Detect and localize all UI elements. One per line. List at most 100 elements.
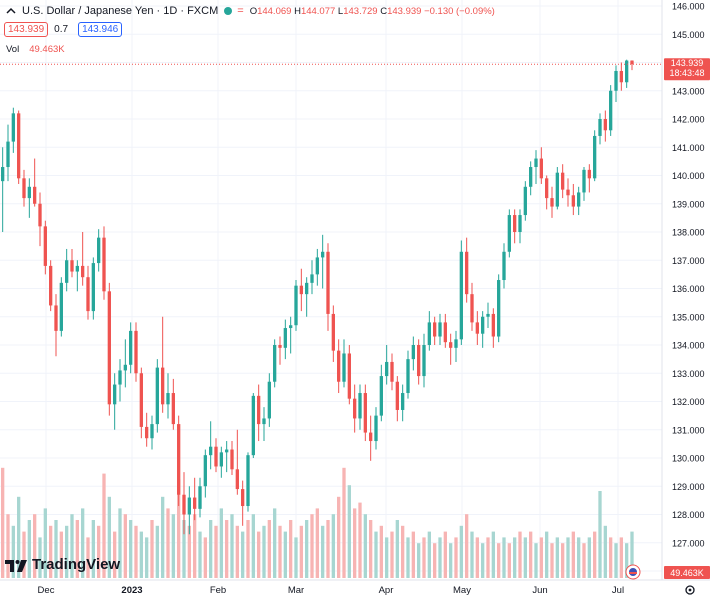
candle <box>545 175 549 210</box>
settings-icon[interactable] <box>685 585 695 595</box>
volume-bar <box>433 543 437 578</box>
candle <box>411 336 415 371</box>
volume-bar <box>150 520 154 578</box>
x-tick-label: Apr <box>379 585 394 596</box>
candle <box>337 339 341 394</box>
volume-bar <box>342 467 346 578</box>
candle <box>454 330 458 362</box>
volume-bar <box>513 537 517 578</box>
x-tick-label: 2023 <box>121 585 142 596</box>
volume-bar <box>603 525 607 578</box>
candle <box>614 65 618 103</box>
candle <box>331 305 335 362</box>
candle <box>529 161 533 196</box>
volume-bar <box>241 531 245 578</box>
x-tick-label: Feb <box>210 585 226 596</box>
spread-value: 0.7 <box>54 24 69 35</box>
volume-bar <box>443 531 447 578</box>
candle <box>401 384 405 422</box>
candle <box>385 345 389 385</box>
candle <box>182 472 186 535</box>
volume-bar <box>145 537 149 578</box>
volume-bar <box>289 520 293 578</box>
compare-icon[interactable]: = <box>237 5 244 17</box>
volume-bar <box>374 531 378 578</box>
candle <box>406 350 410 399</box>
volume-bar <box>539 537 543 578</box>
candle <box>193 477 197 521</box>
candle <box>33 158 37 207</box>
volume-bar <box>561 543 565 578</box>
candle <box>321 234 325 289</box>
symbol-title[interactable]: U.S. Dollar / Japanese Yen · 1D · FXCM <box>22 5 219 17</box>
candle <box>299 268 303 312</box>
volume-bar <box>193 514 197 578</box>
volume-bar <box>139 531 143 578</box>
candle <box>65 248 69 292</box>
candle <box>326 243 330 331</box>
candle <box>353 384 357 433</box>
market-open-icon <box>224 7 233 15</box>
candle <box>289 316 293 354</box>
last-price-label: 143.939 18:43:48 <box>664 58 710 81</box>
candle <box>518 209 522 244</box>
candle <box>246 452 250 512</box>
volume-bar <box>225 520 229 578</box>
volume-bar <box>491 531 495 578</box>
volume-bar <box>75 520 79 578</box>
candle <box>273 339 277 388</box>
candle <box>539 147 543 184</box>
volume-bar <box>379 525 383 578</box>
volume-bar <box>81 508 85 578</box>
volume-bar <box>17 496 21 578</box>
candle <box>134 322 138 382</box>
high-value: 144.077 <box>300 5 336 17</box>
volume-bar <box>166 508 170 578</box>
volume-bar <box>326 520 330 578</box>
candle <box>209 421 213 470</box>
candle <box>198 477 202 518</box>
candle <box>427 311 431 351</box>
candle <box>150 415 154 450</box>
volume-bar <box>118 508 122 578</box>
y-tick-label: 138.000 <box>672 228 705 238</box>
y-tick-label: 134.000 <box>672 341 705 351</box>
collapse-arrow-icon[interactable] <box>4 4 18 18</box>
volume-bar <box>171 514 175 578</box>
candle <box>363 384 367 442</box>
sell-button[interactable]: 143.939 <box>4 22 49 37</box>
candle <box>438 313 442 345</box>
volume-bar <box>369 520 373 578</box>
candle <box>342 339 346 388</box>
volume-bar <box>486 537 490 578</box>
y-tick-label: 140.000 <box>672 171 705 181</box>
volume-bar <box>155 525 159 578</box>
candle <box>145 412 149 447</box>
last-price-value: 143.939 <box>671 58 704 68</box>
candle <box>358 384 362 430</box>
volume-bar <box>422 537 426 578</box>
candle <box>235 429 239 495</box>
candle <box>219 446 223 478</box>
change-value: −0.130 (−0.09%) <box>424 5 495 17</box>
volume-bar <box>134 525 138 578</box>
volume-bar <box>593 531 597 578</box>
volume-bar <box>267 520 271 578</box>
volume-bar <box>587 537 591 578</box>
volume-bar <box>411 531 415 578</box>
volume-bar <box>497 543 501 578</box>
y-tick-label: 146.000 <box>672 2 705 12</box>
candle <box>230 441 234 475</box>
buy-button[interactable]: 143.946 <box>78 22 123 37</box>
candle <box>443 313 447 348</box>
volume-bar <box>22 531 26 578</box>
y-tick-label: 133.000 <box>672 369 705 379</box>
candle <box>267 373 271 427</box>
tradingview-icon <box>5 559 27 572</box>
tradingview-logo[interactable]: TradingView <box>4 556 120 573</box>
flag-icon[interactable] <box>625 564 641 580</box>
low-value: 143.729 <box>343 5 378 17</box>
symbol-header: U.S. Dollar / Japanese Yen · 1D · FXCM =… <box>4 4 495 18</box>
volume-bar <box>630 531 634 578</box>
